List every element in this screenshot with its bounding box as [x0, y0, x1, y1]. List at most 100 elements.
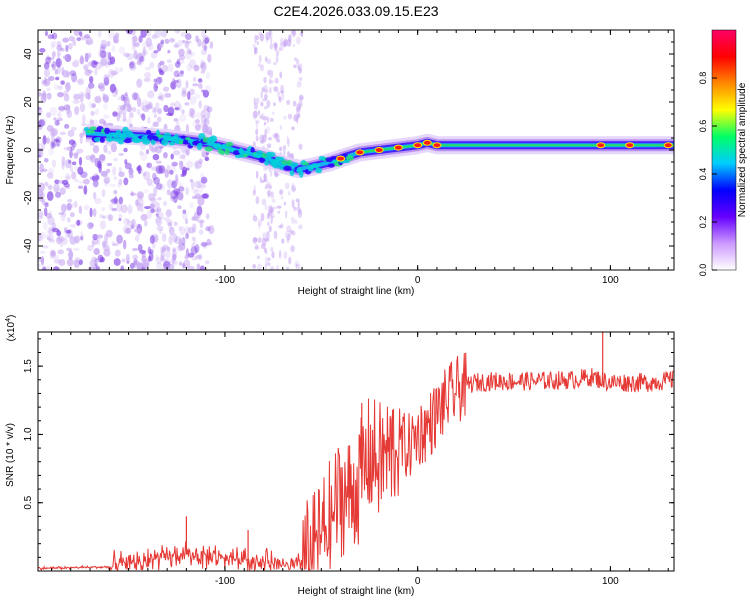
- noise-speck: [156, 76, 162, 84]
- noise-speck: [287, 113, 293, 120]
- noise-speck: [60, 237, 68, 245]
- noise-speck: [181, 236, 186, 246]
- noise-speck: [72, 99, 80, 104]
- noise-speck: [146, 162, 153, 169]
- noise-speck: [170, 102, 176, 107]
- ridge-core: [359, 141, 674, 154]
- noise-speck: [137, 196, 144, 207]
- noise-speck: [43, 78, 51, 87]
- noise-speck: [102, 245, 111, 252]
- spectrogram-marks: [38, 30, 674, 270]
- noise-speck: [166, 59, 172, 64]
- noise-speck: [121, 258, 126, 263]
- noise-speck: [178, 191, 184, 202]
- noise-speck: [154, 234, 159, 243]
- noise-speck: [171, 249, 178, 259]
- noise-speck: [113, 157, 119, 162]
- noise-speck: [189, 107, 194, 118]
- noise-speck: [153, 176, 160, 185]
- noise-speck: [123, 177, 129, 186]
- noise-speck: [152, 121, 159, 128]
- noise-speck: [165, 219, 173, 224]
- noise-speck: [40, 168, 48, 172]
- noise-speck: [152, 153, 160, 161]
- noise-speck: [271, 251, 275, 259]
- noise-speck: [73, 151, 80, 156]
- noise-speck: [268, 225, 272, 233]
- noise-speck: [150, 208, 155, 214]
- noise-speck: [123, 217, 130, 226]
- noise-speck: [76, 79, 83, 84]
- noise-speck: [195, 35, 199, 43]
- noise-speck: [113, 176, 118, 181]
- ridge-blob: [178, 140, 184, 145]
- figure-title: C2E4.2026.033.09.15.E23: [273, 3, 438, 19]
- noise-speck: [146, 178, 153, 186]
- noise-speck: [286, 266, 290, 270]
- noise-speck: [131, 218, 136, 228]
- y-tick-label: 40: [23, 48, 34, 60]
- noise-speck: [65, 247, 73, 252]
- noise-speck: [156, 116, 162, 123]
- noise-speck: [124, 159, 128, 165]
- noise-speck: [196, 186, 203, 195]
- noise-speck: [56, 50, 61, 61]
- noise-speck: [176, 78, 182, 89]
- noise-speck: [288, 256, 292, 265]
- noise-speck: [291, 182, 294, 189]
- noise-speck: [180, 173, 185, 178]
- colorbar-tick-label: 0.4: [698, 168, 708, 181]
- ridge-blob: [145, 129, 152, 135]
- noise-speck: [187, 252, 195, 258]
- noise-speck: [179, 154, 186, 159]
- noise-speck: [194, 93, 201, 100]
- noise-speck: [173, 79, 180, 84]
- noise-speck: [204, 84, 212, 94]
- noise-speck: [92, 145, 100, 154]
- noise-speck: [198, 253, 203, 261]
- noise-speck: [264, 93, 268, 100]
- noise-speck: [191, 195, 198, 200]
- noise-speck: [95, 266, 101, 270]
- noise-speck: [153, 201, 160, 209]
- noise-speck: [120, 94, 125, 102]
- noise-speck: [58, 259, 66, 266]
- noise-speck: [165, 209, 172, 218]
- x-tick-label: 0: [415, 576, 421, 587]
- noise-speck: [181, 91, 187, 98]
- ridge-blob: [261, 152, 267, 159]
- noise-speck: [263, 173, 268, 182]
- noise-speck: [44, 202, 49, 208]
- noise-speck: [57, 85, 63, 90]
- noise-speck: [275, 172, 280, 177]
- noise-speck: [259, 64, 264, 72]
- noise-speck: [64, 83, 70, 90]
- noise-speck: [298, 76, 303, 82]
- noise-speck: [178, 160, 183, 166]
- noise-speck: [103, 248, 111, 257]
- noise-speck: [272, 42, 278, 48]
- noise-speck: [48, 76, 55, 81]
- noise-speck: [45, 265, 51, 270]
- noise-speck: [46, 233, 54, 241]
- noise-speck: [177, 205, 182, 210]
- noise-speck: [86, 69, 93, 74]
- x-tick-label: 0: [415, 275, 421, 286]
- noise-speck: [87, 222, 94, 230]
- noise-speck: [155, 165, 163, 175]
- noise-speck: [153, 78, 158, 83]
- noise-speck: [61, 69, 69, 78]
- noise-speck: [103, 144, 108, 153]
- noise-speck: [87, 244, 94, 252]
- noise-speck: [273, 102, 276, 107]
- noise-speck: [76, 37, 82, 42]
- noise-speck: [263, 121, 267, 126]
- noise-speck: [256, 170, 259, 179]
- noise-speck: [140, 202, 144, 213]
- noise-speck: [275, 264, 279, 270]
- noise-speck: [153, 186, 158, 197]
- noise-speck: [272, 133, 277, 139]
- noise-speck: [110, 70, 118, 76]
- noise-speck: [202, 89, 210, 98]
- noise-speck: [201, 30, 206, 39]
